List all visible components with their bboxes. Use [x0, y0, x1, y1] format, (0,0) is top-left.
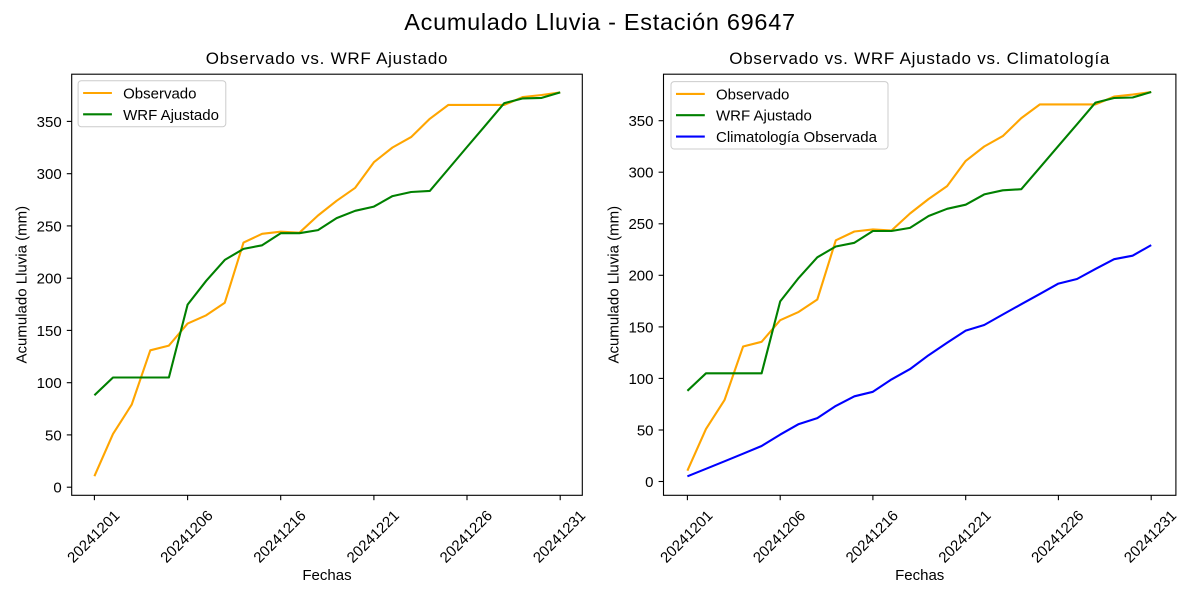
svg-text:200: 200 [37, 271, 62, 288]
svg-text:350: 350 [628, 113, 653, 130]
svg-text:Observado vs. WRF Ajustado vs.: Observado vs. WRF Ajustado vs. Climatolo… [729, 49, 1110, 68]
svg-text:0: 0 [53, 480, 61, 497]
svg-text:Fechas: Fechas [895, 567, 944, 584]
svg-text:Acumulado Lluvia (mm): Acumulado Lluvia (mm) [605, 206, 622, 364]
svg-text:Observado vs. WRF Ajustado: Observado vs. WRF Ajustado [206, 49, 448, 68]
svg-text:Observado: Observado [123, 85, 196, 102]
svg-text:WRF Ajustado: WRF Ajustado [716, 108, 812, 125]
svg-text:WRF Ajustado: WRF Ajustado [123, 107, 219, 124]
svg-text:300: 300 [37, 166, 62, 183]
svg-text:100: 100 [37, 375, 62, 392]
svg-text:Acumulado Lluvia (mm): Acumulado Lluvia (mm) [14, 206, 31, 364]
svg-text:200: 200 [628, 268, 653, 285]
svg-text:Observado: Observado [716, 86, 789, 103]
svg-text:250: 250 [628, 216, 653, 233]
svg-text:300: 300 [628, 165, 653, 182]
svg-text:Acumulado Lluvia - Estación 69: Acumulado Lluvia - Estación 69647 [404, 9, 796, 35]
svg-text:0: 0 [645, 474, 653, 491]
svg-text:350: 350 [37, 114, 62, 131]
svg-text:50: 50 [45, 427, 62, 444]
svg-text:50: 50 [637, 422, 654, 439]
svg-text:150: 150 [628, 319, 653, 336]
svg-text:100: 100 [628, 371, 653, 388]
svg-text:250: 250 [37, 218, 62, 235]
svg-text:Fechas: Fechas [302, 567, 351, 584]
svg-text:Climatología Observada: Climatología Observada [716, 129, 878, 146]
svg-text:150: 150 [37, 323, 62, 340]
